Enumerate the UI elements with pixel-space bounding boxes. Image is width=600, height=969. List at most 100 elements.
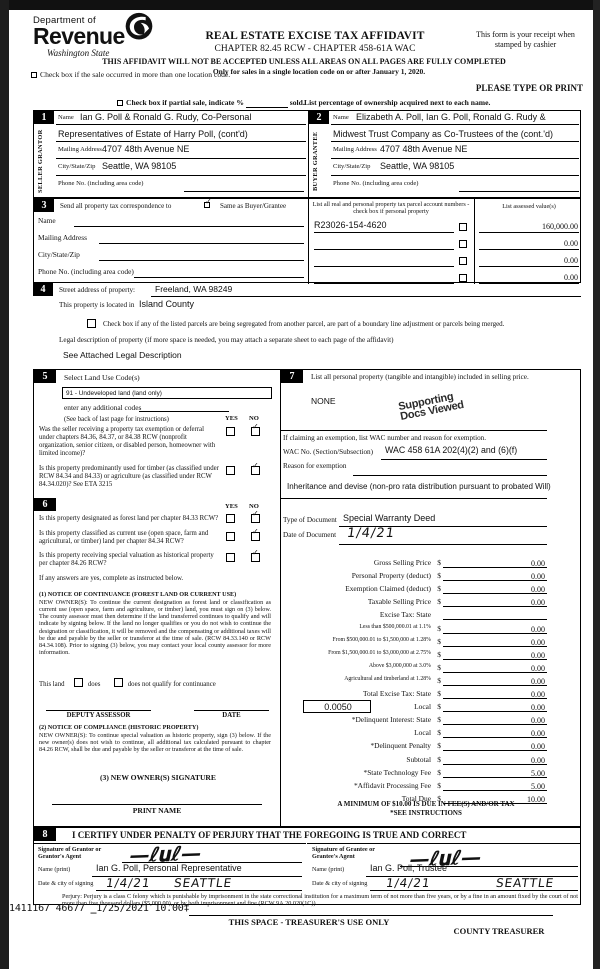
tax-row-dollar-sign: $ [437, 597, 441, 607]
does-qualify-checkbox[interactable] [74, 678, 84, 687]
tax-row-line [443, 632, 547, 634]
tax-row-dollar-sign: $ [437, 649, 441, 659]
notice-compliance-body: NEW OWNER(S): To continue special valuat… [39, 732, 271, 754]
land-use-code-input[interactable]: 91 - Undeveloped land (land only) [62, 387, 272, 399]
notice-compliance-title: (2) NOTICE OF COMPLIANCE (HISTORIC PROPE… [39, 724, 199, 731]
tax-row-value: 0.00 [531, 676, 545, 686]
street-address-value: Freeland, WA 98249 [155, 284, 233, 294]
tax-row-label: Subtotal [406, 754, 431, 764]
tax-row-line [443, 802, 547, 804]
multi-location-checkbox-row[interactable]: Check box if the sale occurred in more t… [31, 70, 230, 80]
multi-location-checkbox[interactable] [31, 72, 37, 78]
parcel-number-1: R23026-154-4620 [314, 220, 387, 230]
tax-row-dollar-sign: $ [437, 754, 441, 764]
seller-citystate-label: City/State/Zip [58, 163, 96, 170]
notice-continuance-title: (1) NOTICE OF CONTINUANCE (FOREST LAND O… [39, 591, 237, 598]
tax-row-line [443, 567, 547, 568]
local-rate-box[interactable]: 0.0050 [303, 700, 371, 714]
forest-land-no-checkbox[interactable] [251, 510, 260, 523]
segregation-checkbox[interactable] [87, 319, 96, 328]
timber-agriculture-yes-checkbox[interactable] [226, 466, 235, 475]
doc-type-value: Special Warranty Deed [343, 513, 436, 523]
left-column: 5 Select Land Use Code(s) 91 - Undevelop… [33, 369, 281, 827]
current-use-no-checkbox[interactable] [251, 528, 260, 541]
type-or-print-note: PLEASE TYPE OR PRINT [475, 83, 583, 93]
section-3-container: 3 Send all property tax correspondence t… [33, 198, 581, 284]
form-header: Department of Revenue Washington State R… [9, 10, 593, 110]
forest-land-yes-checkbox[interactable] [226, 514, 235, 523]
county-value: Island County [139, 299, 195, 309]
land-use-heading: Select Land Use Code(s) [64, 373, 140, 382]
tax-row-value: 0.00 [531, 572, 545, 582]
partial-sale-checkbox[interactable] [117, 100, 123, 106]
tax-row-label: Excise Tax: State [379, 610, 431, 620]
tax-row-value: 0.00 [531, 585, 545, 595]
seller-exemption-no-checkbox[interactable] [251, 423, 260, 436]
print-name-label: PRINT NAME [132, 806, 182, 815]
current-use-yes-checkbox[interactable] [226, 532, 235, 541]
corr-name-label: Name [38, 216, 56, 225]
tax-row-dollar-sign: $ [437, 623, 441, 633]
tax-row-value: 0.00 [531, 755, 545, 765]
grantee-date-value: 1/4/21 [385, 876, 432, 890]
tax-row-dollar-sign: $ [437, 584, 441, 594]
grantee-date-city-label: Date & city of signing [312, 880, 368, 887]
tax-row-value: 0.00 [531, 650, 545, 660]
section5-no-header: NO [249, 415, 259, 422]
does-not-label: does not qualify for continuance [127, 681, 216, 688]
timber-agriculture-no-checkbox[interactable] [251, 462, 260, 475]
historic-property-no-checkbox[interactable] [251, 549, 260, 562]
assessed-value-4: 0.00 [564, 273, 578, 282]
same-as-buyer-checkbox[interactable] [204, 198, 212, 208]
tax-row-value: 0.00 [531, 637, 545, 647]
additional-codes-label: enter any additional codes [64, 403, 142, 412]
perjury-note: Perjury: Perjury is a class C felony whi… [62, 893, 578, 908]
timber-agriculture-question: Is this property predominantly used for … [39, 465, 219, 489]
tax-row-value: 0.00 [531, 690, 545, 699]
section6-no-header: NO [249, 503, 259, 510]
does-not-qualify-checkbox[interactable] [114, 678, 124, 687]
personal-property-checkbox-2[interactable] [459, 240, 467, 248]
grantor-signature-label: Signature of Grantor or Grantor's Agent [38, 846, 102, 861]
tax-row-label: Above $3,000,000 at 3.0% [368, 662, 431, 669]
scan-edge-right [593, 0, 600, 969]
doc-date-label: Date of Document [283, 531, 337, 539]
tax-row-dollar-sign: $ [437, 767, 441, 777]
tax-row-dollar-sign: $ [437, 715, 441, 725]
seller-grantor-side-label: SELLER GRANTOR [37, 129, 44, 193]
current-use-question: Is this property classified as current u… [39, 530, 209, 546]
notice-continuance-body: NEW OWNER(S): To continue the current de… [39, 599, 271, 656]
personal-property-checkbox-3[interactable] [459, 257, 467, 265]
section-1-2-container: 1 SELLER GRANTOR Name Ian G. Poll & Rona… [33, 110, 581, 199]
tax-row-dollar-sign: $ [437, 571, 441, 581]
seller-exemption-yes-checkbox[interactable] [226, 427, 235, 436]
certify-heading: I CERTIFY UNDER PENALTY OF PERJURY THAT … [72, 830, 467, 840]
tax-row-value: 0.00 [531, 742, 545, 752]
tax-row-dollar-sign: $ [437, 689, 441, 698]
personal-property-checkbox-1[interactable] [459, 223, 467, 231]
dor-logo: Department of Revenue Washington State [33, 15, 193, 58]
historic-property-yes-checkbox[interactable] [226, 553, 235, 562]
parcel-heading: List all real and personal property tax … [312, 201, 470, 216]
tax-row-value: 0.00 [531, 716, 545, 726]
see-instructions-note: *SEE INSTRUCTIONS [390, 809, 462, 817]
does-label: does [87, 681, 101, 688]
grantor-name-print-label: Name (print) [38, 866, 71, 873]
buyer-name-line1: Elizabeth A. Poll, Ian G. Poll, Ronald G… [356, 112, 546, 122]
county-treasurer-label: COUNTY TREASURER [453, 926, 545, 936]
tax-row-value: 5.00 [531, 781, 545, 791]
multi-location-label: Check box if the sale occurred in more t… [40, 70, 231, 79]
tax-row-label: Gross Selling Price [373, 558, 431, 567]
legal-description-value: See Attached Legal Description [63, 350, 182, 360]
tax-row-line [443, 737, 547, 739]
personal-property-checkbox-4[interactable] [459, 274, 467, 282]
tax-row-dollar-sign: $ [437, 728, 441, 738]
section-4-container: 4 Street address of property: Freeland, … [33, 283, 581, 369]
tax-row-value: 5.00 [531, 768, 545, 778]
partial-sale-label: Check box if partial sale, indicate % [126, 98, 244, 107]
tax-row-value: 0.00 [531, 559, 545, 568]
partial-sale-checkbox-row[interactable]: Check box if partial sale, indicate % so… [117, 98, 305, 108]
tax-row-line [443, 580, 547, 582]
tax-row-value: 10.00 [527, 794, 545, 804]
tax-row-line [443, 606, 547, 608]
